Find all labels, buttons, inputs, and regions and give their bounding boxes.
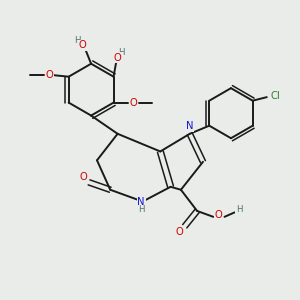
Text: N: N: [186, 122, 194, 131]
Text: H: H: [138, 205, 144, 214]
Text: H: H: [118, 48, 125, 57]
Text: H: H: [236, 205, 242, 214]
Text: O: O: [80, 172, 88, 182]
Text: N: N: [137, 196, 145, 206]
Text: Cl: Cl: [271, 91, 281, 101]
Text: O: O: [79, 40, 87, 50]
Text: O: O: [45, 70, 53, 80]
Text: O: O: [176, 226, 183, 237]
Text: H: H: [74, 36, 80, 45]
Text: O: O: [215, 210, 223, 220]
Text: O: O: [129, 98, 137, 108]
Text: O: O: [113, 52, 121, 62]
